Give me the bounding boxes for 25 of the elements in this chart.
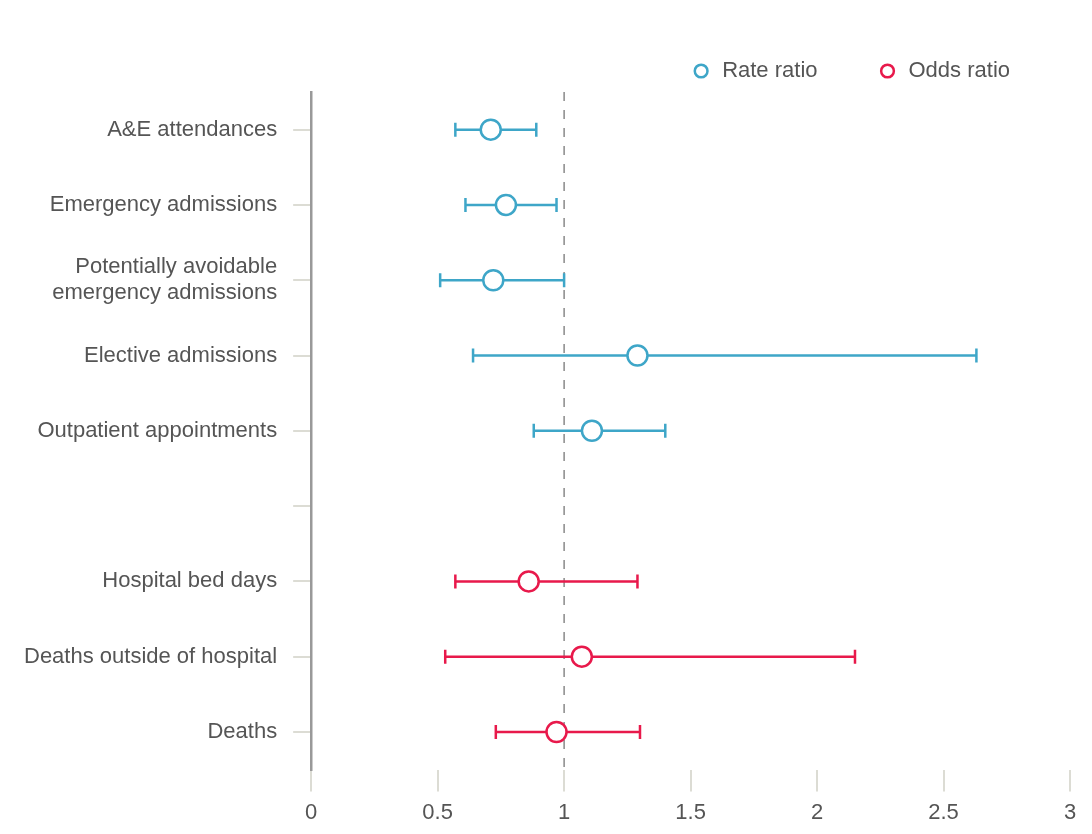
x-tick-label: 2.5: [928, 798, 959, 824]
x-tick-label: 1: [557, 798, 571, 824]
y-tick-label: Emergency admissions: [49, 191, 278, 216]
x-tick-label: 3: [1063, 798, 1077, 824]
point: [494, 193, 518, 217]
x-tick-label: 0.5: [422, 798, 453, 824]
point: [517, 570, 540, 593]
point: [580, 419, 604, 443]
y-tick-label: Outpatient appointments: [37, 416, 278, 442]
y-tick-label: Elective admissions: [83, 341, 278, 367]
y-tick-label: A&E attendances: [107, 115, 278, 141]
y-tick-label: Deaths: [207, 718, 278, 744]
x-tick-label: 0: [305, 798, 318, 824]
y-tick-label: Potentially avoidable emergency admissions: [52, 253, 278, 305]
y-tick-label: Deaths outside of hospital: [23, 642, 278, 668]
point: [545, 720, 568, 744]
point: [482, 268, 505, 292]
legend-label: Rate ratio: [722, 57, 818, 83]
legend-label: Odds ratio: [908, 57, 1011, 83]
x-tick-label: 2: [810, 798, 824, 824]
x-tick-label: 1.5: [675, 798, 706, 824]
point: [570, 645, 594, 668]
y-tick-label: Hospital bed days: [102, 567, 278, 593]
point: [479, 118, 502, 141]
point: [626, 344, 649, 367]
